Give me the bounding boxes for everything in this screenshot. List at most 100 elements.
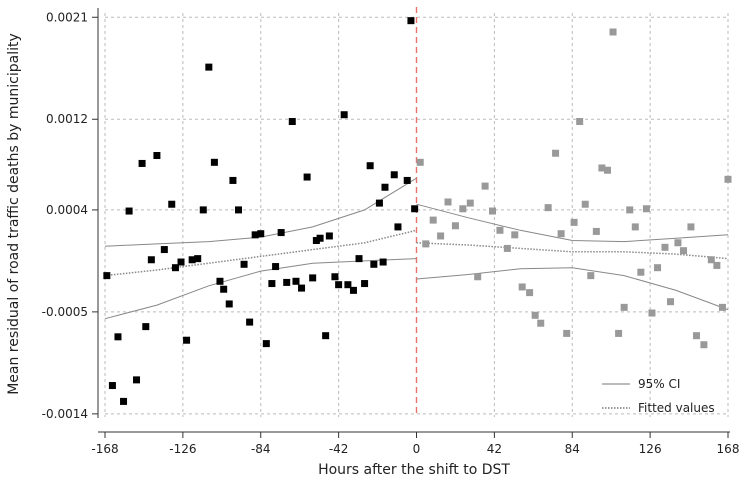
data-point-s1-18 [544,204,552,212]
data-point-s0-1 [108,382,116,390]
data-point-s0-52 [375,199,383,207]
data-point-s0-32 [277,229,285,237]
data-point-s1-35 [642,205,650,213]
data-point-s1-19 [552,149,560,157]
data-point-s0-8 [147,256,155,264]
data-point-s0-34 [288,118,296,126]
data-point-s0-23 [229,176,237,184]
data-point-s1-43 [692,332,700,340]
data-point-s1-31 [620,303,628,311]
data-point-s0-40 [316,234,324,242]
data-point-s1-26 [592,227,600,235]
data-point-s1-5 [451,222,459,230]
data-point-s0-51 [370,260,378,268]
data-point-s1-34 [637,268,645,276]
data-point-s0-45 [340,111,348,119]
data-point-s1-47 [718,303,726,311]
data-point-s0-36 [298,284,306,292]
x-tick-label-3: -42 [329,442,349,456]
data-point-s0-26 [246,318,254,326]
data-point-s0-41 [322,332,330,340]
data-point-s0-17 [199,206,207,214]
legend-fit-label: Fitted values [638,401,715,415]
data-point-s1-30 [615,329,623,337]
data-point-s1-2 [429,216,437,224]
data-point-s0-43 [331,273,339,281]
data-point-s1-46 [713,261,721,269]
data-point-s0-48 [355,255,363,263]
data-point-s1-23 [576,118,584,126]
data-point-s0-59 [411,205,419,213]
data-point-s1-44 [700,341,708,349]
left-fitted-line [104,229,417,277]
data-point-s1-40 [674,239,682,247]
data-point-s1-1 [422,240,430,248]
data-point-s1-14 [518,283,526,291]
x-tick-label-0: -168 [91,442,118,456]
x-tick-label-4: 0 [413,442,421,456]
data-point-s0-49 [361,280,369,288]
data-point-s0-30 [268,280,276,288]
data-point-s0-56 [394,223,402,231]
data-point-s1-15 [526,289,534,297]
data-point-s1-42 [687,223,695,231]
x-tick-labels: -168 -126 -84 -42 0 42 84 126 168 [91,432,739,456]
grid-lines [104,13,729,417]
data-point-s1-7 [466,199,474,207]
data-point-s0-14 [183,336,191,344]
data-point-s0-16 [194,255,202,263]
y-axis-title: Mean residual of road traffic deaths by … [6,33,22,395]
data-point-s1-0 [416,158,424,166]
data-point-s1-4 [444,198,452,206]
data-point-s0-47 [349,286,357,294]
data-point-s1-45 [707,256,715,264]
data-point-s0-44 [335,281,343,289]
y-tick-label-4: 0.0021 [46,10,88,24]
legend-ci-label: 95% CI [638,377,680,391]
data-point-s0-11 [168,200,176,208]
data-point-s1-37 [654,264,662,272]
data-point-s1-6 [459,205,467,213]
data-point-s0-31 [272,263,280,271]
x-axis-title: Hours after the shift to DST [318,462,510,478]
y-tick-labels: -0.0014 -0.0005 0.0004 0.0012 0.0021 [42,10,98,421]
data-point-s0-10 [160,246,168,254]
data-point-s1-10 [489,207,497,215]
data-point-s1-11 [496,226,504,234]
data-point-s0-27 [251,231,259,239]
data-point-s0-35 [292,277,300,285]
data-point-s1-25 [587,272,595,280]
x-tick-label-2: -84 [251,442,271,456]
data-point-s1-38 [661,243,669,251]
data-point-s0-9 [153,152,161,160]
data-point-s0-12 [171,264,179,272]
data-point-s0-55 [390,171,398,179]
data-point-s0-18 [205,63,213,71]
data-point-s1-39 [667,298,675,306]
data-point-s0-53 [379,258,387,266]
data-point-s0-58 [407,17,415,25]
data-point-s0-37 [303,173,311,181]
data-point-s1-28 [603,166,611,174]
left-ci-lower-line [104,258,417,320]
data-point-s1-36 [648,309,656,317]
data-point-s1-27 [598,164,606,172]
data-point-s1-9 [481,182,489,190]
data-point-s0-21 [220,285,228,293]
data-point-s0-57 [403,176,411,184]
data-point-s1-20 [557,230,565,238]
data-point-s0-38 [309,274,317,282]
data-point-s1-41 [680,247,687,255]
data-points [103,17,732,405]
legend: 95% CI Fitted values [602,377,715,415]
data-point-s1-13 [511,231,519,239]
data-point-s0-15 [188,256,196,264]
data-point-s0-6 [138,159,146,167]
right-fitted-line [416,242,729,260]
y-tick-label-2: 0.0004 [46,203,88,217]
data-point-s0-19 [210,158,218,166]
data-point-s0-24 [235,206,242,214]
data-point-s1-33 [631,223,639,231]
y-tick-label-3: 0.0012 [46,112,88,126]
